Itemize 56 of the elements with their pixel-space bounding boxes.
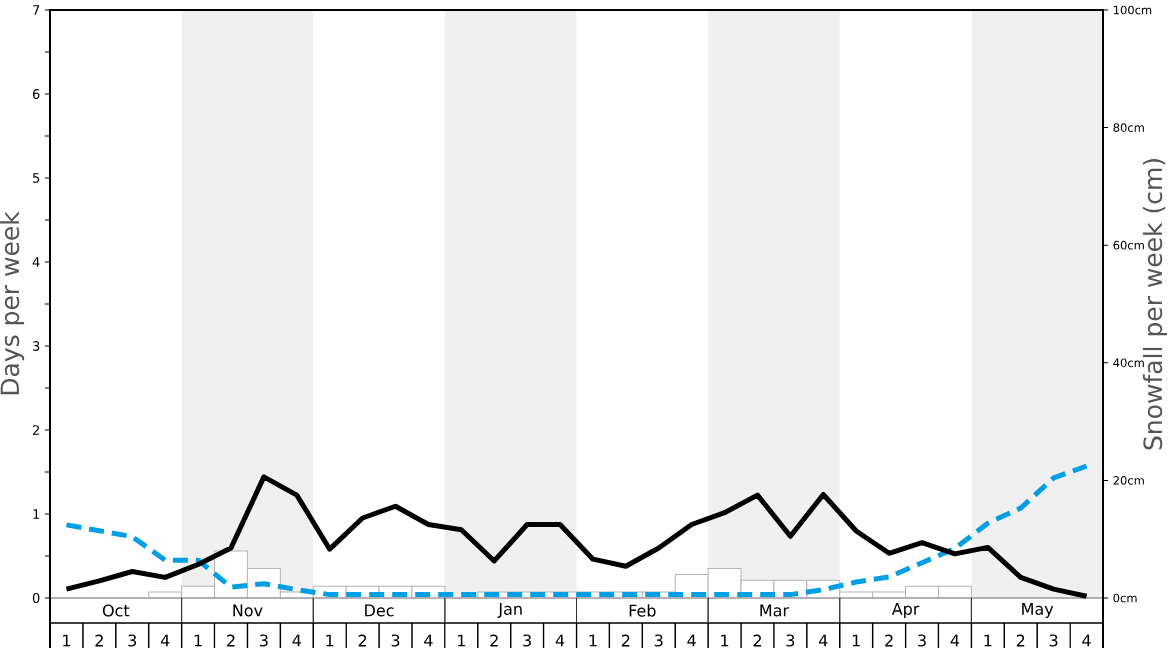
x-tick-label: 4: [160, 634, 170, 647]
x-tick-label: 3: [260, 634, 268, 647]
x-tick-label: 1: [194, 634, 202, 647]
y-tick-label: 2: [32, 425, 39, 435]
y-tick-label: 5: [33, 173, 40, 183]
text: Mar: [760, 604, 790, 617]
x-tick-label: 3: [128, 634, 137, 647]
y-tick-label: 7: [33, 5, 40, 15]
x-tick-label: 1: [589, 634, 597, 647]
x-tick-label: 1: [326, 634, 334, 647]
y-tick-label: 6: [32, 89, 40, 99]
y2-tick-label: 100cm: [1113, 5, 1152, 15]
x-tick-label: 2: [753, 634, 761, 647]
y-tick-label: 3: [33, 341, 40, 351]
x-tick-label: 2: [1016, 634, 1025, 647]
text: Jan: [497, 603, 522, 618]
y-tick-label: 1: [33, 509, 40, 519]
x-tick-label: 1: [852, 634, 860, 647]
x-tick-label: 1: [458, 634, 465, 647]
x-tick-label: 2: [621, 634, 630, 647]
x-tick-label: 4: [1082, 634, 1091, 647]
text: Nov: [233, 604, 263, 617]
y2-tick-label: 20cm: [1113, 476, 1144, 485]
x-tick-label: 4: [292, 634, 301, 647]
text: Feb: [629, 604, 656, 617]
x-tick-label: 4: [555, 634, 565, 647]
x-tick-label: 2: [95, 634, 103, 647]
text: Oct: [102, 604, 130, 617]
y2-tick-label: 60cm: [1113, 240, 1144, 250]
y-axis-title: Days per week: [0, 211, 25, 395]
y2-tick-label: 80cm: [1113, 123, 1144, 132]
y-tick-label: 0: [32, 593, 40, 603]
x-tick-label: 4: [424, 634, 433, 647]
x-tick-label: 3: [523, 634, 531, 647]
x-tick-label: 2: [490, 634, 498, 647]
text: May: [1022, 602, 1054, 618]
y-tick-label: 4: [32, 257, 40, 267]
x-tick-label: 4: [950, 634, 960, 647]
x-tick-label: 3: [654, 634, 663, 647]
x-tick-label: 3: [918, 634, 926, 647]
x-tick-label: 3: [391, 634, 400, 647]
x-tick-label: 2: [227, 634, 235, 647]
text: Dec: [365, 604, 394, 617]
y2-tick-label: 0cm: [1113, 593, 1137, 603]
x-tick-label: 2: [885, 634, 893, 647]
x-tick-label: 3: [786, 634, 795, 647]
x-tick-label: 3: [1049, 634, 1058, 647]
x-tick-label: 1: [63, 634, 71, 647]
x-tick-label: 2: [358, 634, 367, 647]
x-tick-label: 4: [818, 634, 828, 647]
x-tick-label: 1: [721, 634, 729, 647]
text: Apr: [891, 602, 920, 618]
y2-axis-title: Snowfall per week (cm): [1142, 159, 1168, 450]
x-tick-label: 4: [687, 634, 696, 647]
x-tick-label: 1: [984, 634, 992, 647]
y2-tick-label: 40cm: [1113, 358, 1144, 368]
